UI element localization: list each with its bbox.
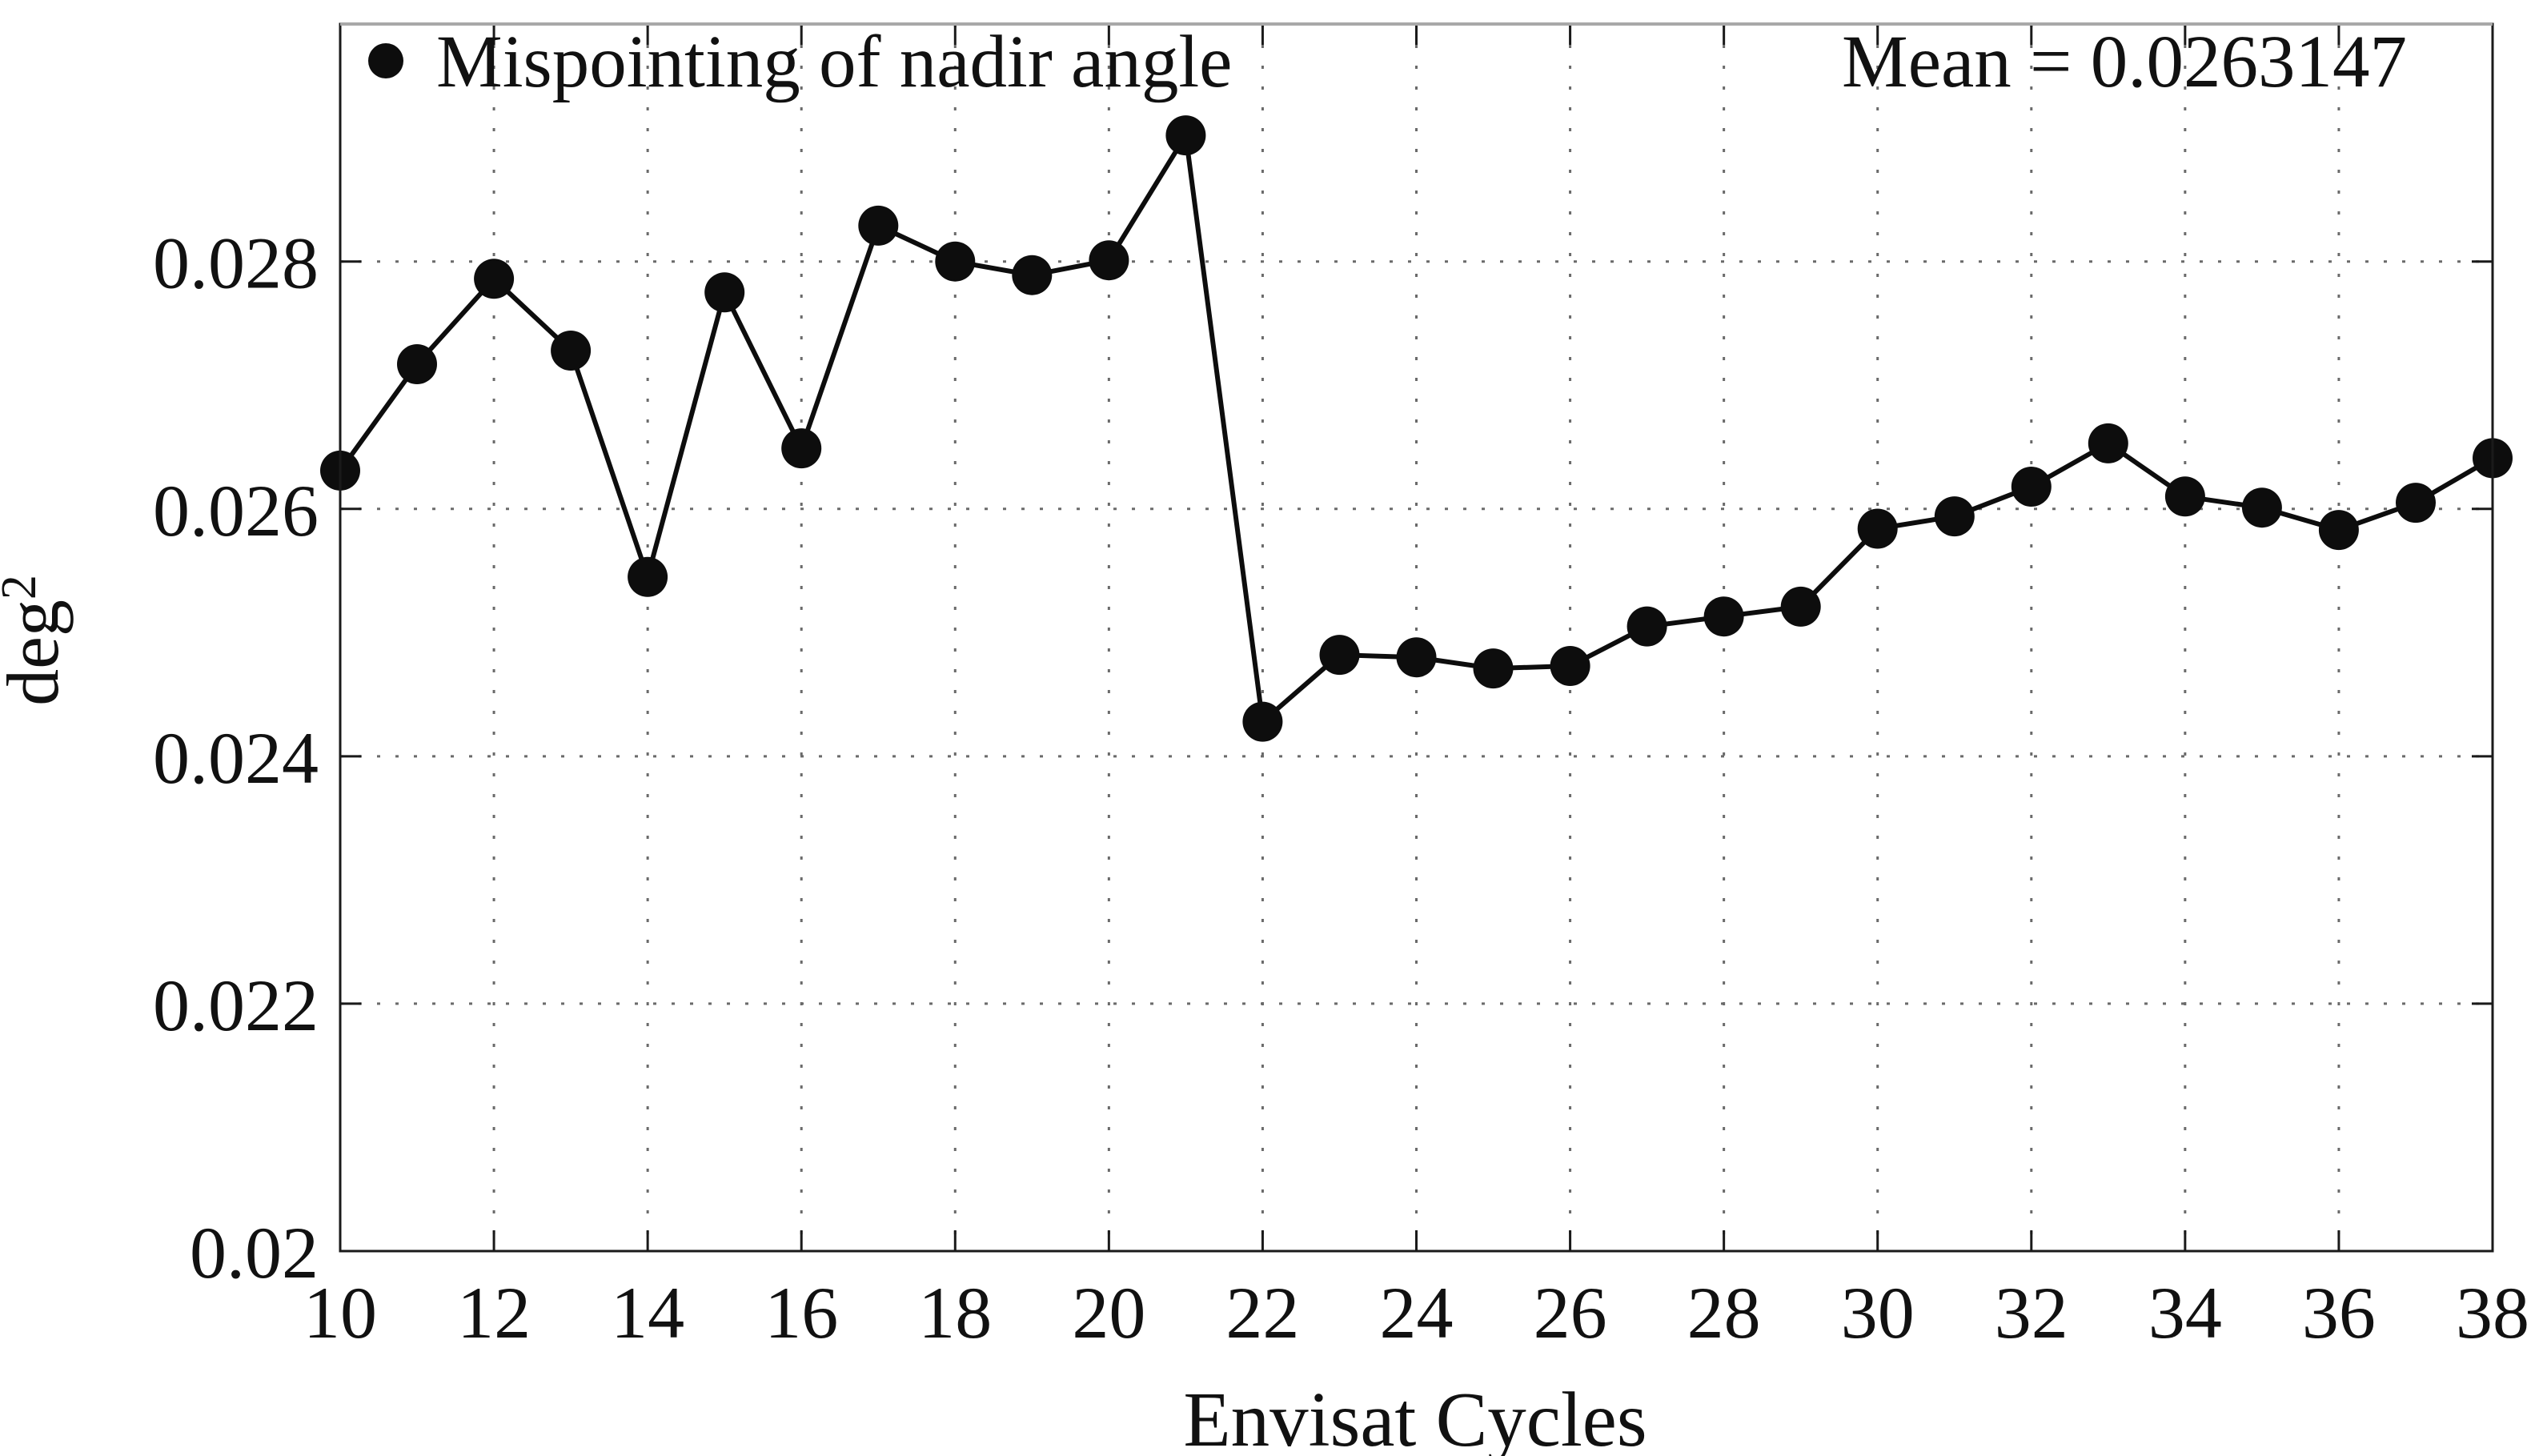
- x-tick-label: 16: [764, 1272, 838, 1354]
- legend: Mispointing of nadir angle: [368, 21, 1232, 103]
- series-line: [338, 128, 2494, 727]
- x-tick-label: 26: [1534, 1272, 1607, 1354]
- data-point: [1012, 255, 1053, 295]
- data-point: [1165, 115, 1206, 156]
- y-tick-label: 0.02: [190, 1212, 319, 1294]
- data-point: [474, 259, 515, 299]
- data-point: [781, 428, 822, 469]
- data-point: [935, 241, 976, 282]
- data-point: [1319, 635, 1360, 676]
- x-tick-label: 32: [1995, 1272, 2068, 1354]
- x-tick-label: 22: [1225, 1272, 1299, 1354]
- y-tick-label: 0.026: [153, 470, 319, 552]
- y-tick-label: 0.022: [153, 965, 319, 1046]
- data-point: [1703, 596, 1744, 637]
- y-axis-title: deg2: [0, 575, 74, 706]
- data-point: [2318, 510, 2359, 551]
- y-tick-label: 0.024: [153, 717, 319, 799]
- data-point: [2241, 487, 2282, 528]
- x-tick-label: 18: [918, 1272, 992, 1354]
- x-tick-label: 38: [2456, 1272, 2529, 1354]
- data-point: [628, 556, 668, 597]
- x-tick-label: 36: [2302, 1272, 2376, 1354]
- mean-annotation: Mean = 0.0263147: [1842, 21, 2407, 103]
- data-point: [2088, 423, 2128, 463]
- data-point: [1857, 508, 1898, 549]
- legend-series-label: Mispointing of nadir angle: [436, 21, 1232, 103]
- data-point: [2164, 476, 2205, 517]
- data-point: [2396, 483, 2436, 523]
- y-tick-label: 0.028: [153, 223, 319, 304]
- data-point: [1934, 496, 1975, 537]
- data-point: [1089, 240, 1129, 281]
- legend-filled-circle-icon: [368, 43, 403, 78]
- data-point: [1626, 606, 1667, 647]
- x-tick-label: 20: [1072, 1272, 1145, 1354]
- gridlines: [340, 24, 2493, 1251]
- data-point: [1396, 637, 1437, 678]
- data-point: [397, 344, 437, 384]
- x-tick-label: 24: [1380, 1272, 1454, 1354]
- y-axis-title-base: deg: [0, 600, 74, 706]
- data-point: [1780, 586, 1821, 627]
- x-axis-title: Envisat Cycles: [1183, 1377, 1647, 1456]
- data-point: [1550, 646, 1590, 686]
- x-tick-label: 30: [1841, 1272, 1915, 1354]
- data-point: [551, 331, 592, 371]
- x-tick-label: 28: [1687, 1272, 1761, 1354]
- data-series: [320, 115, 2513, 742]
- x-tick-label: 34: [2148, 1272, 2222, 1354]
- data-point: [858, 205, 899, 246]
- axis-tick-labels: 10 12 14 16 18 20 22 24 26 28 30 32 34 36 38 0.02 0.022 0…: [153, 223, 2529, 1354]
- data-point: [1473, 648, 1514, 689]
- data-point: [2011, 467, 2052, 507]
- y-axis-title-superscript: 2: [0, 575, 46, 600]
- data-point: [1242, 701, 1283, 742]
- x-tick-label: 12: [457, 1272, 531, 1354]
- x-tick-label: 10: [303, 1272, 377, 1354]
- x-tick-label: 14: [611, 1272, 684, 1354]
- data-point: [704, 272, 745, 313]
